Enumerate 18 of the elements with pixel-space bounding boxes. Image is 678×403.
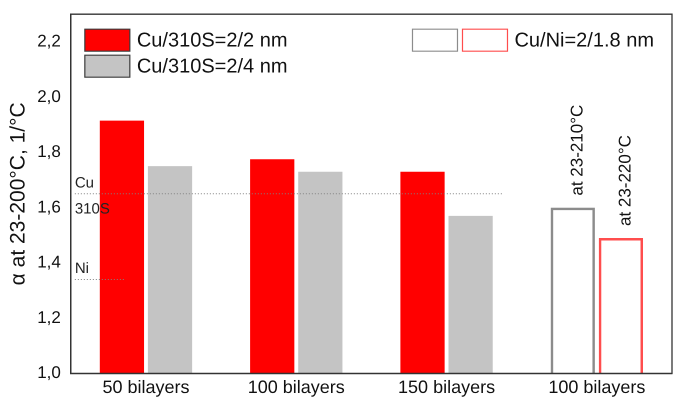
x-tick-label: 50 bilayers	[102, 377, 190, 398]
annotation: at 23-220°C	[616, 135, 635, 226]
y-tick-label: 2,0	[37, 86, 61, 106]
y-tick-label: 1,4	[37, 252, 61, 272]
y-tick-label: 1,6	[37, 197, 61, 216]
ref-line-label: Ni	[74, 260, 90, 278]
y-tick-label: 1,8	[37, 142, 61, 162]
x-tick-label: 150 bilayers	[398, 377, 496, 398]
y-tick-label: 1,0	[37, 363, 61, 382]
x-tick-label: 100 bilayers	[548, 377, 646, 398]
legend-label: Cu/Ni=2/1.8 nm	[514, 30, 654, 52]
y-tick-label: 1,2	[37, 308, 61, 327]
y-tick-label: 2,2	[37, 32, 61, 51]
annotation: at 23-210°C	[567, 104, 586, 196]
legend-label: Cu/310S=2/2 nm	[136, 30, 288, 52]
x-tick-label: 100 bilayers	[248, 377, 345, 398]
legend-label: Cu/310S=2/4 nm	[136, 56, 288, 78]
y-axis-title: α at 23-200°C, 1/°C	[6, 102, 30, 286]
